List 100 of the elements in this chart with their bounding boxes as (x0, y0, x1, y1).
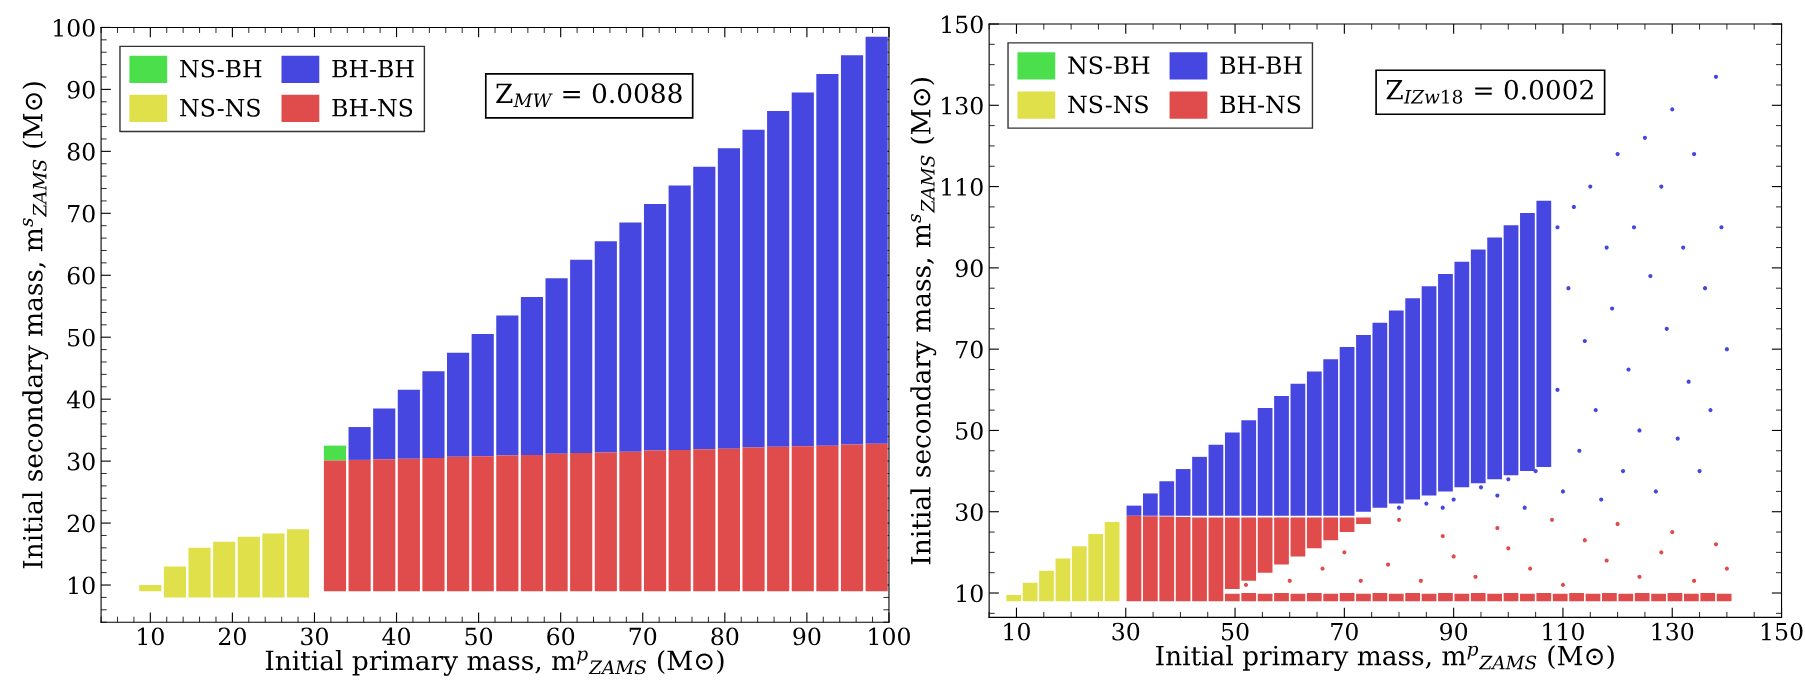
point (1697, 469, 1702, 474)
point (1670, 529, 1675, 535)
y-tick-label: 20 (67, 514, 95, 533)
legend-label: NS-NS (1068, 95, 1148, 114)
bar (693, 449, 716, 592)
bar (767, 446, 790, 592)
point (1506, 546, 1511, 551)
y-tick-label: 10 (69, 576, 95, 595)
bar (373, 459, 396, 592)
point (1615, 151, 1620, 157)
y-tick-label: 80 (67, 142, 95, 161)
point (1582, 538, 1587, 543)
y-tick-label: 130 (942, 96, 983, 115)
point (1637, 428, 1642, 433)
point (1473, 574, 1478, 579)
bar (570, 259, 593, 454)
bar (545, 453, 568, 592)
bar (496, 455, 519, 592)
bar (840, 55, 864, 445)
bar (1716, 593, 1732, 602)
annotation: Z$_{MW}$ = 0.0088 (496, 83, 682, 108)
legend-label: BH-NS (332, 98, 413, 117)
bar (1257, 408, 1273, 516)
point (1593, 408, 1598, 413)
bar (619, 451, 642, 592)
point (1506, 477, 1511, 482)
point (1620, 469, 1626, 474)
bar (865, 36, 888, 444)
point (1478, 485, 1484, 490)
x-tick-label: 20 (218, 627, 246, 646)
bar (286, 529, 310, 598)
point (1533, 469, 1538, 474)
bar (1006, 595, 1022, 602)
x-tick-label: 50 (465, 627, 493, 646)
point (1626, 367, 1631, 372)
bar (1667, 593, 1683, 602)
point (1396, 505, 1402, 510)
y-tick-label: 90 (67, 80, 95, 99)
y-tick-label: 100 (54, 18, 95, 37)
bar (717, 148, 740, 449)
bar (1274, 517, 1289, 565)
y-axis-title: Initial secondary mass, m$^{s}$$_{ZAMS}$ (M⊙) (22, 82, 49, 569)
x-axis-title: Initial primary mass, m$^{p}$$_{ZAMS}$ (M⊙) (1156, 645, 1614, 672)
bar (742, 447, 765, 592)
bar (1208, 444, 1224, 516)
bar (323, 460, 347, 592)
y-tick-label: 110 (942, 178, 983, 196)
point (1648, 273, 1653, 279)
point (1615, 521, 1620, 526)
bar (447, 352, 470, 457)
legend-label: NS-NS (180, 98, 260, 117)
point (1713, 74, 1719, 79)
bar (840, 444, 864, 592)
point (1566, 286, 1571, 291)
bar (1356, 517, 1371, 524)
bar (1339, 347, 1355, 516)
x-tick-label: 70 (629, 627, 657, 646)
point (1659, 550, 1664, 555)
point (1528, 566, 1533, 571)
y-tick-label: 30 (956, 503, 983, 522)
bar (1274, 395, 1289, 516)
bar (422, 371, 445, 459)
bar (1290, 593, 1306, 602)
bar (767, 111, 790, 447)
bar (693, 166, 716, 450)
point (1555, 387, 1560, 392)
bar (742, 129, 765, 448)
bar (545, 278, 568, 454)
point (1243, 582, 1249, 587)
point (1571, 204, 1576, 209)
x-axis-title: Initial primary mass, m$^{p}$$_{ZAMS}$ (M⊙) (265, 649, 724, 676)
point (1418, 578, 1423, 583)
point (1549, 517, 1555, 522)
bar (163, 566, 187, 598)
bar (1126, 505, 1142, 516)
bar (594, 452, 617, 592)
point (1681, 245, 1686, 250)
bar (1257, 593, 1273, 602)
bar (1274, 593, 1289, 602)
point (1440, 505, 1445, 510)
point (1702, 286, 1708, 291)
point (1577, 448, 1582, 453)
x-tick-label: 10 (1004, 622, 1030, 641)
x-tick-label: 90 (793, 627, 821, 646)
bar (668, 185, 691, 450)
x-tick-label: 70 (1331, 622, 1358, 641)
point (1686, 379, 1691, 384)
bar (816, 73, 839, 446)
point (1664, 326, 1669, 331)
point (1495, 525, 1500, 531)
bar (1104, 521, 1120, 602)
point (1724, 566, 1729, 571)
bar (1421, 593, 1437, 602)
bar (422, 458, 445, 592)
point (1599, 497, 1604, 502)
bar (570, 453, 593, 592)
point (1440, 534, 1445, 539)
bar (139, 585, 162, 592)
bar (1339, 593, 1355, 602)
x-tick-label: 10 (138, 627, 164, 646)
